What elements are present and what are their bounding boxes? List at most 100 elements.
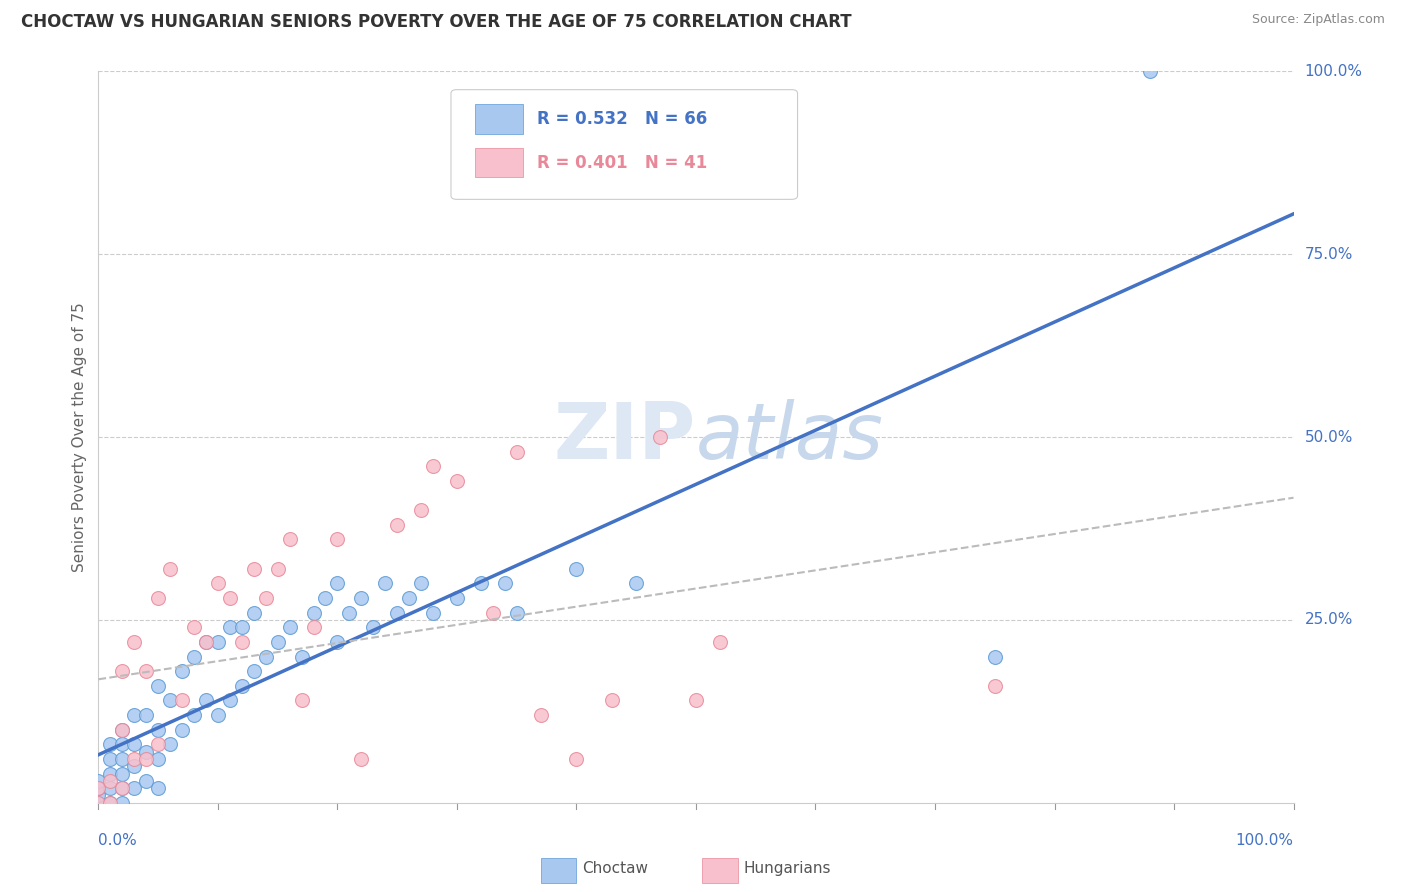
Point: [363, 620, 385, 634]
Point: [411, 576, 433, 591]
Text: 100.0%: 100.0%: [1305, 64, 1362, 78]
FancyBboxPatch shape: [702, 858, 738, 883]
Point: [148, 781, 170, 796]
Point: [183, 620, 205, 634]
Point: [111, 752, 134, 766]
Point: [98, 737, 122, 751]
Point: [135, 752, 157, 766]
Point: [984, 679, 1007, 693]
Point: [385, 606, 409, 620]
Point: [267, 635, 290, 649]
Point: [291, 649, 314, 664]
Point: [172, 664, 194, 678]
Point: [148, 723, 170, 737]
Point: [207, 576, 229, 591]
Point: [385, 517, 409, 532]
Point: [231, 635, 253, 649]
Point: [302, 606, 325, 620]
Point: [709, 635, 731, 649]
FancyBboxPatch shape: [451, 90, 797, 200]
Point: [172, 723, 194, 737]
Point: [183, 649, 205, 664]
Point: [98, 766, 122, 780]
Point: [602, 693, 624, 707]
Text: CHOCTAW VS HUNGARIAN SENIORS POVERTY OVER THE AGE OF 75 CORRELATION CHART: CHOCTAW VS HUNGARIAN SENIORS POVERTY OVE…: [21, 13, 852, 31]
Point: [111, 781, 134, 796]
Point: [565, 752, 588, 766]
Point: [148, 591, 170, 605]
Point: [135, 745, 157, 759]
Point: [135, 773, 157, 788]
Point: [148, 679, 170, 693]
Point: [207, 708, 229, 723]
Text: Source: ZipAtlas.com: Source: ZipAtlas.com: [1251, 13, 1385, 27]
Text: atlas: atlas: [696, 399, 884, 475]
Point: [254, 591, 277, 605]
Point: [111, 781, 134, 796]
Point: [374, 576, 396, 591]
Point: [267, 562, 290, 576]
Point: [135, 664, 157, 678]
Text: 25.0%: 25.0%: [1305, 613, 1353, 627]
Point: [565, 562, 588, 576]
Point: [124, 781, 146, 796]
Point: [183, 708, 205, 723]
Point: [195, 635, 218, 649]
Point: [350, 591, 373, 605]
Point: [124, 708, 146, 723]
FancyBboxPatch shape: [475, 104, 523, 134]
Point: [124, 752, 146, 766]
Text: Choctaw: Choctaw: [582, 861, 648, 876]
Point: [111, 664, 134, 678]
Point: [207, 635, 229, 649]
Point: [135, 708, 157, 723]
Point: [87, 781, 110, 796]
Point: [159, 737, 181, 751]
Point: [172, 693, 194, 707]
Point: [422, 459, 444, 474]
Point: [124, 759, 146, 773]
Point: [291, 693, 314, 707]
Point: [648, 430, 672, 444]
Point: [195, 693, 218, 707]
Point: [411, 503, 433, 517]
Point: [87, 796, 110, 810]
Point: [159, 562, 181, 576]
Point: [148, 737, 170, 751]
FancyBboxPatch shape: [541, 858, 576, 883]
Text: Hungarians: Hungarians: [744, 861, 831, 876]
Point: [111, 737, 134, 751]
Point: [1139, 64, 1161, 78]
Point: [530, 708, 553, 723]
Point: [231, 620, 253, 634]
Point: [446, 474, 468, 488]
Point: [111, 723, 134, 737]
Point: [626, 576, 648, 591]
Point: [98, 773, 122, 788]
Point: [98, 781, 122, 796]
Point: [494, 576, 516, 591]
Point: [219, 620, 242, 634]
Point: [326, 576, 349, 591]
Text: 75.0%: 75.0%: [1305, 247, 1353, 261]
Point: [219, 693, 242, 707]
Point: [124, 737, 146, 751]
Point: [98, 752, 122, 766]
Text: 100.0%: 100.0%: [1236, 833, 1294, 848]
Point: [243, 664, 266, 678]
Point: [98, 796, 122, 810]
Text: 50.0%: 50.0%: [1305, 430, 1353, 444]
Point: [87, 781, 110, 796]
FancyBboxPatch shape: [475, 148, 523, 178]
Point: [326, 635, 349, 649]
Point: [326, 533, 349, 547]
Point: [398, 591, 420, 605]
Point: [124, 635, 146, 649]
Point: [278, 533, 301, 547]
Point: [422, 606, 444, 620]
Point: [87, 773, 110, 788]
Point: [481, 606, 505, 620]
Point: [98, 796, 122, 810]
Point: [506, 444, 529, 458]
Point: [87, 789, 110, 803]
